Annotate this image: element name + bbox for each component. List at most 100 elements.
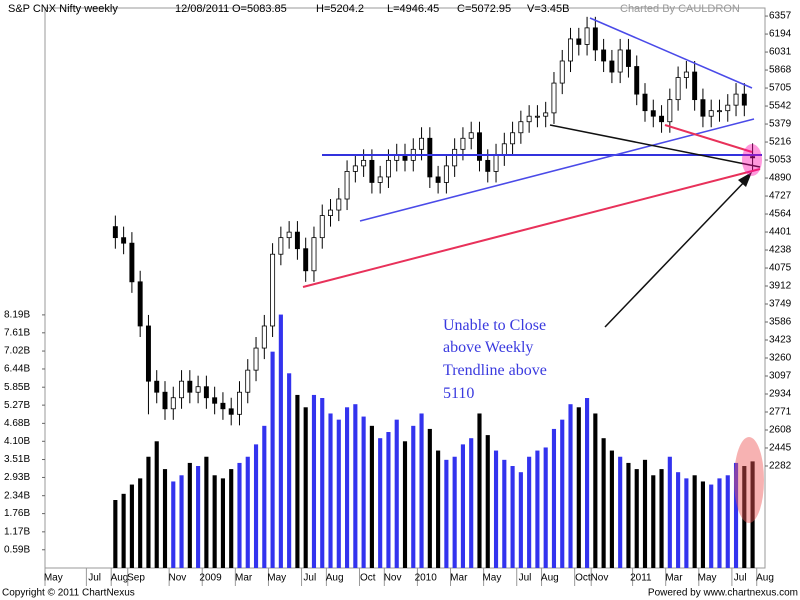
volume-bar — [667, 456, 672, 568]
y-tick-label: 3097 — [769, 371, 792, 382]
y-tick-label: 6194 — [769, 29, 792, 40]
candle-body — [717, 110, 722, 113]
y-tick-label: 2445 — [769, 443, 792, 454]
x-tick-label: Nov — [169, 573, 187, 584]
volume-bar — [179, 475, 184, 568]
x-tick-label: 2009 — [199, 573, 222, 584]
x-tick-label: Jul — [88, 573, 101, 584]
y2-tick-label: 8.19B — [4, 310, 30, 321]
highlight-volume — [734, 437, 764, 523]
volume-bar — [460, 444, 465, 568]
candle-body — [460, 137, 466, 150]
arrow-head — [738, 172, 752, 187]
y-tick-label: 5542 — [769, 101, 792, 112]
volume-bar — [378, 438, 383, 568]
volume-bar — [212, 475, 217, 568]
x-tick-label: Jul — [303, 573, 316, 584]
candle-body — [170, 397, 176, 410]
volume-bar — [585, 398, 590, 568]
candle-body — [576, 38, 582, 45]
x-tick-label: May — [44, 573, 63, 584]
volume-bar — [634, 469, 639, 568]
y-tick-label: 5379 — [769, 119, 792, 130]
y2-tick-label: 5.85B — [4, 382, 30, 393]
y2-tick-label: 2.93B — [4, 472, 30, 483]
trendline — [549, 124, 761, 168]
volume-bar — [320, 398, 325, 568]
candle-body — [237, 391, 242, 415]
candle-body — [427, 137, 433, 178]
x-tick-label: Aug — [541, 573, 559, 584]
volume-bar — [427, 428, 432, 568]
candle-body — [261, 325, 267, 349]
candle-body — [559, 60, 565, 84]
y2-tick-label: 4.10B — [4, 436, 30, 447]
info-date: 12/08/2011 — [175, 3, 229, 15]
y-tick-label: 3912 — [769, 281, 792, 292]
y-tick-label: 3423 — [769, 335, 792, 346]
x-tick-label: May — [267, 573, 286, 584]
y2-tick-label: 4.68B — [4, 418, 30, 429]
volume-bar — [452, 456, 457, 568]
volume-bar — [576, 407, 581, 568]
volume-bar — [642, 459, 648, 568]
candle-body — [245, 369, 251, 393]
candle-body — [617, 49, 623, 73]
candle-body — [659, 115, 665, 123]
x-tick-label: Mar — [235, 573, 253, 584]
candle-body — [129, 242, 135, 283]
candle-body — [452, 148, 458, 167]
volume-bar — [146, 456, 151, 568]
candle-body — [534, 115, 540, 118]
volume-bar — [684, 478, 689, 568]
x-tick-label: May — [698, 573, 717, 584]
x-tick-label: Aug — [756, 573, 774, 584]
volume-bar — [394, 419, 399, 568]
annotation: above Weekly — [443, 339, 533, 356]
candle-body — [319, 215, 325, 239]
volume-bar — [336, 419, 341, 568]
volume-bar — [229, 469, 234, 568]
volume-bar — [700, 481, 705, 568]
volume-bar — [527, 456, 532, 568]
y-tick-label: 2608 — [769, 425, 792, 436]
y2-tick-label: 3.51B — [4, 454, 30, 465]
candle-body — [650, 110, 656, 117]
volume-bar — [510, 466, 515, 568]
candle-body — [526, 115, 532, 123]
trendline — [589, 17, 753, 89]
candle-body — [568, 38, 573, 62]
volume-bar — [444, 459, 449, 568]
volume-bar — [187, 462, 192, 568]
y2-tick-label: 7.02B — [4, 346, 30, 357]
x-tick-label: Aug — [326, 573, 344, 584]
volume-bar — [568, 404, 573, 568]
candle-body — [501, 143, 507, 156]
candle-body — [477, 132, 482, 161]
volume-bar — [328, 413, 333, 568]
volume-bar — [477, 413, 482, 568]
candle-body — [352, 165, 358, 172]
candle-body — [253, 347, 259, 371]
volume-bar — [154, 441, 159, 568]
y-tick-label: 5216 — [769, 137, 792, 148]
x-tick-label: 2010 — [415, 573, 438, 584]
x-tick-label: Oct — [575, 573, 591, 584]
annotation: Trendline above — [443, 362, 547, 379]
y2-tick-label: 2.34B — [4, 490, 30, 501]
y-tick-label: 3586 — [769, 317, 792, 328]
volume-bar — [725, 475, 730, 568]
volume-bar — [311, 394, 317, 568]
volume-bar — [353, 404, 358, 568]
x-tick-label: Oct — [360, 573, 376, 584]
volume-bar — [113, 500, 118, 568]
volume-bar — [493, 450, 499, 568]
volume-bar — [485, 435, 490, 568]
candle-body — [551, 82, 557, 114]
volume-bar — [543, 447, 548, 568]
candle-body — [510, 132, 516, 145]
info-high: H=5204.2 — [316, 3, 364, 15]
candle-body — [642, 93, 648, 112]
y-tick-label: 4401 — [769, 227, 792, 238]
